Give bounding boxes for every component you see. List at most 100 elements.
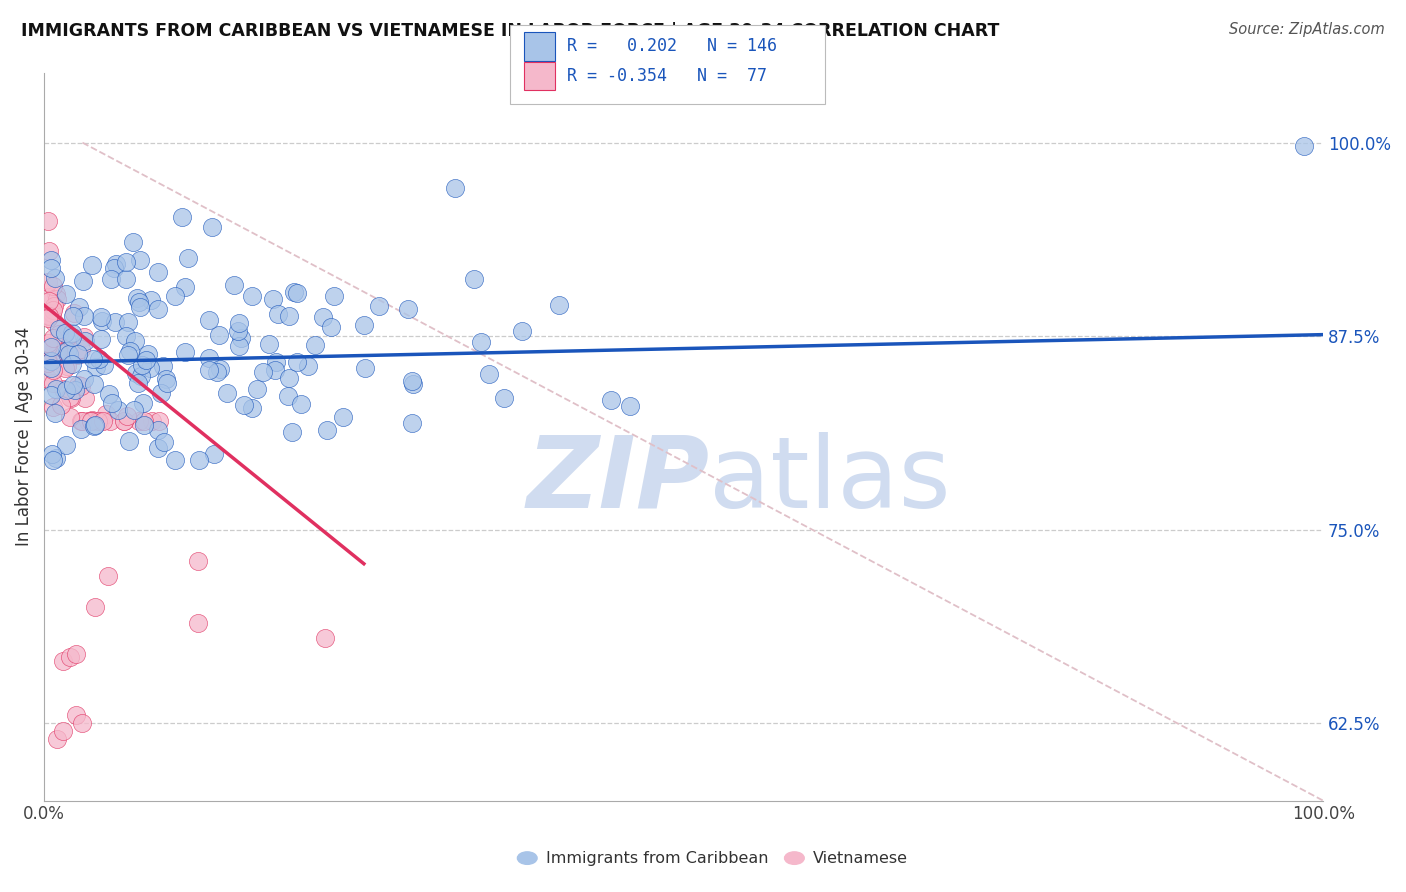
Point bbox=[187, 453, 209, 467]
Point bbox=[132, 418, 155, 433]
Point bbox=[304, 338, 326, 352]
Text: R = -0.354   N =  77: R = -0.354 N = 77 bbox=[567, 67, 766, 85]
Point bbox=[135, 353, 157, 368]
Point bbox=[104, 315, 127, 329]
Point bbox=[48, 326, 70, 341]
Point bbox=[45, 731, 67, 746]
Point bbox=[152, 359, 174, 374]
Point bbox=[73, 391, 96, 405]
Point bbox=[600, 393, 623, 408]
Point bbox=[38, 244, 60, 258]
Point bbox=[122, 402, 145, 417]
Point bbox=[44, 338, 66, 352]
Point bbox=[83, 419, 105, 434]
Point bbox=[209, 362, 232, 376]
Point bbox=[115, 329, 138, 343]
Point bbox=[129, 369, 152, 384]
Point bbox=[202, 447, 225, 461]
Point bbox=[83, 418, 105, 433]
Point bbox=[315, 631, 337, 645]
Point bbox=[55, 438, 77, 452]
Point bbox=[494, 391, 516, 405]
Point bbox=[401, 375, 423, 389]
Point bbox=[65, 343, 87, 358]
Point bbox=[152, 434, 174, 449]
Point bbox=[53, 326, 76, 340]
Point bbox=[215, 385, 238, 400]
Point bbox=[280, 425, 302, 439]
Point bbox=[277, 309, 299, 323]
Point bbox=[297, 359, 319, 373]
Point bbox=[125, 291, 148, 305]
Point bbox=[187, 554, 209, 568]
Point bbox=[62, 309, 84, 323]
Point bbox=[70, 422, 93, 436]
Point bbox=[66, 347, 89, 361]
Point bbox=[49, 398, 72, 412]
Point bbox=[60, 330, 83, 344]
Text: IMMIGRANTS FROM CARIBBEAN VS VIETNAMESE IN LABOR FORCE | AGE 30-34 CORRELATION C: IMMIGRANTS FROM CARIBBEAN VS VIETNAMESE … bbox=[21, 22, 1000, 40]
Point bbox=[42, 376, 65, 390]
Point bbox=[80, 414, 103, 428]
Point bbox=[60, 391, 83, 405]
Point bbox=[148, 414, 170, 428]
Point bbox=[222, 278, 245, 293]
Text: Immigrants from Caribbean: Immigrants from Caribbean bbox=[546, 851, 768, 865]
Point bbox=[67, 378, 90, 392]
Point bbox=[198, 313, 221, 327]
Point bbox=[277, 371, 299, 385]
Point bbox=[84, 359, 107, 374]
Point bbox=[146, 423, 169, 437]
Text: atlas: atlas bbox=[709, 432, 950, 529]
Point bbox=[96, 407, 118, 421]
Point bbox=[59, 390, 82, 404]
Point bbox=[37, 353, 59, 368]
Point bbox=[257, 336, 280, 351]
Point bbox=[228, 316, 250, 330]
Point bbox=[319, 320, 342, 334]
Point bbox=[240, 289, 263, 303]
Point bbox=[149, 385, 172, 400]
Point bbox=[233, 398, 256, 412]
Text: Vietnamese: Vietnamese bbox=[813, 851, 908, 865]
Point bbox=[42, 278, 65, 293]
Point bbox=[97, 569, 120, 583]
Point bbox=[48, 321, 70, 335]
Point bbox=[115, 255, 138, 269]
Point bbox=[72, 716, 94, 731]
Point bbox=[37, 276, 59, 290]
Point bbox=[163, 289, 186, 303]
Point bbox=[139, 293, 162, 307]
Point bbox=[72, 274, 94, 288]
Point bbox=[46, 340, 69, 354]
Point bbox=[44, 405, 66, 419]
Point bbox=[91, 414, 114, 428]
Point bbox=[267, 307, 290, 321]
Point bbox=[368, 299, 391, 313]
Point bbox=[262, 293, 284, 307]
Point bbox=[39, 261, 62, 276]
Point bbox=[56, 359, 79, 374]
Point bbox=[117, 409, 139, 423]
Point bbox=[231, 331, 253, 345]
Point bbox=[277, 389, 299, 403]
Point bbox=[1292, 138, 1315, 153]
Point bbox=[73, 330, 96, 344]
Point bbox=[80, 414, 103, 428]
Point bbox=[42, 453, 65, 467]
Point bbox=[45, 293, 67, 307]
Point bbox=[37, 339, 59, 353]
Point bbox=[48, 351, 70, 366]
Point bbox=[42, 302, 65, 317]
Point bbox=[73, 310, 96, 324]
Point bbox=[132, 396, 155, 410]
Point bbox=[77, 414, 100, 428]
Point bbox=[155, 372, 177, 386]
Point bbox=[91, 314, 114, 328]
Point bbox=[205, 365, 228, 379]
Point bbox=[146, 265, 169, 279]
Point bbox=[173, 345, 195, 359]
Point bbox=[37, 308, 59, 322]
Point bbox=[463, 272, 485, 286]
Point bbox=[510, 324, 533, 338]
